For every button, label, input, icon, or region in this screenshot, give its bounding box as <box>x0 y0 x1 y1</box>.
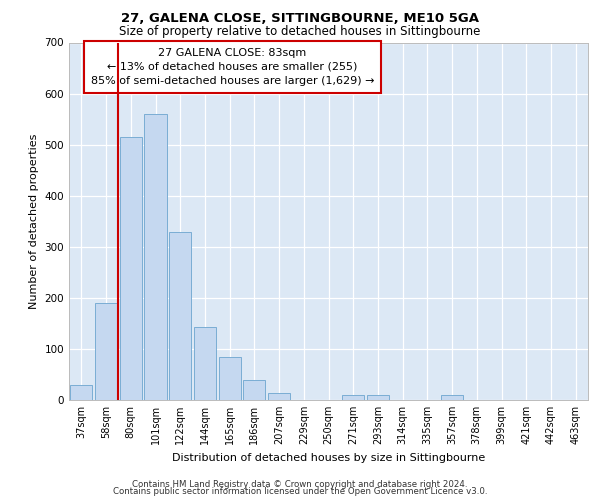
Text: 27, GALENA CLOSE, SITTINGBOURNE, ME10 5GA: 27, GALENA CLOSE, SITTINGBOURNE, ME10 5G… <box>121 12 479 26</box>
Text: Size of property relative to detached houses in Sittingbourne: Size of property relative to detached ho… <box>119 25 481 38</box>
Bar <box>70 384 92 400</box>
Bar <box>145 114 167 400</box>
Bar <box>194 327 216 400</box>
Bar <box>268 394 290 400</box>
Bar <box>367 395 389 400</box>
Bar <box>169 232 191 400</box>
Text: 27 GALENA CLOSE: 83sqm
← 13% of detached houses are smaller (255)
85% of semi-de: 27 GALENA CLOSE: 83sqm ← 13% of detached… <box>91 48 374 86</box>
Bar <box>342 395 364 400</box>
Text: Contains public sector information licensed under the Open Government Licence v3: Contains public sector information licen… <box>113 487 487 496</box>
Bar <box>218 356 241 400</box>
Bar <box>95 303 117 400</box>
Y-axis label: Number of detached properties: Number of detached properties <box>29 134 39 309</box>
Bar <box>441 395 463 400</box>
Bar <box>243 380 265 400</box>
Text: Contains HM Land Registry data © Crown copyright and database right 2024.: Contains HM Land Registry data © Crown c… <box>132 480 468 489</box>
X-axis label: Distribution of detached houses by size in Sittingbourne: Distribution of detached houses by size … <box>172 452 485 462</box>
Bar <box>119 137 142 400</box>
